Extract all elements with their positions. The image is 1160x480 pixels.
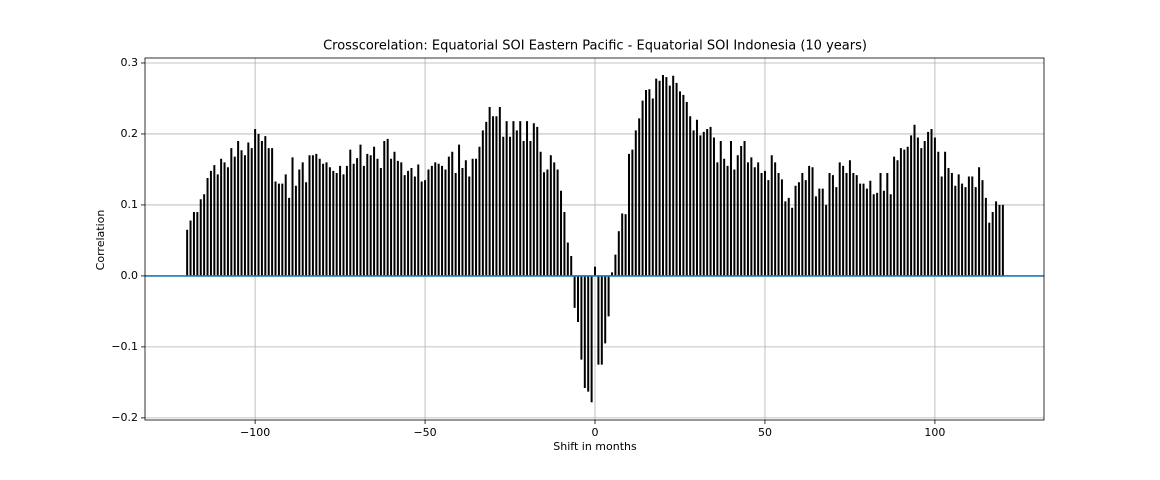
y-axis-label: Correlation <box>94 210 107 271</box>
y-tick-label: −0.1 <box>111 340 138 353</box>
chart-title: Crosscorelation: Equatorial SOI Eastern … <box>323 39 867 54</box>
y-tick-label: 0.2 <box>121 127 139 140</box>
x-tick-label: −50 <box>413 426 436 439</box>
y-tick-label: 0.3 <box>121 56 139 69</box>
x-tick-label: 0 <box>592 426 599 439</box>
plot-frame <box>144 57 1045 421</box>
x-tick-label: 100 <box>924 426 945 439</box>
y-tick-label: 0.1 <box>121 198 139 211</box>
x-axis-label: Shift in months <box>553 440 637 453</box>
y-tick-label: −0.2 <box>111 411 138 424</box>
y-tick-label: 0.0 <box>121 269 139 282</box>
x-tick-label: 50 <box>758 426 772 439</box>
x-tick-label: −100 <box>240 426 270 439</box>
